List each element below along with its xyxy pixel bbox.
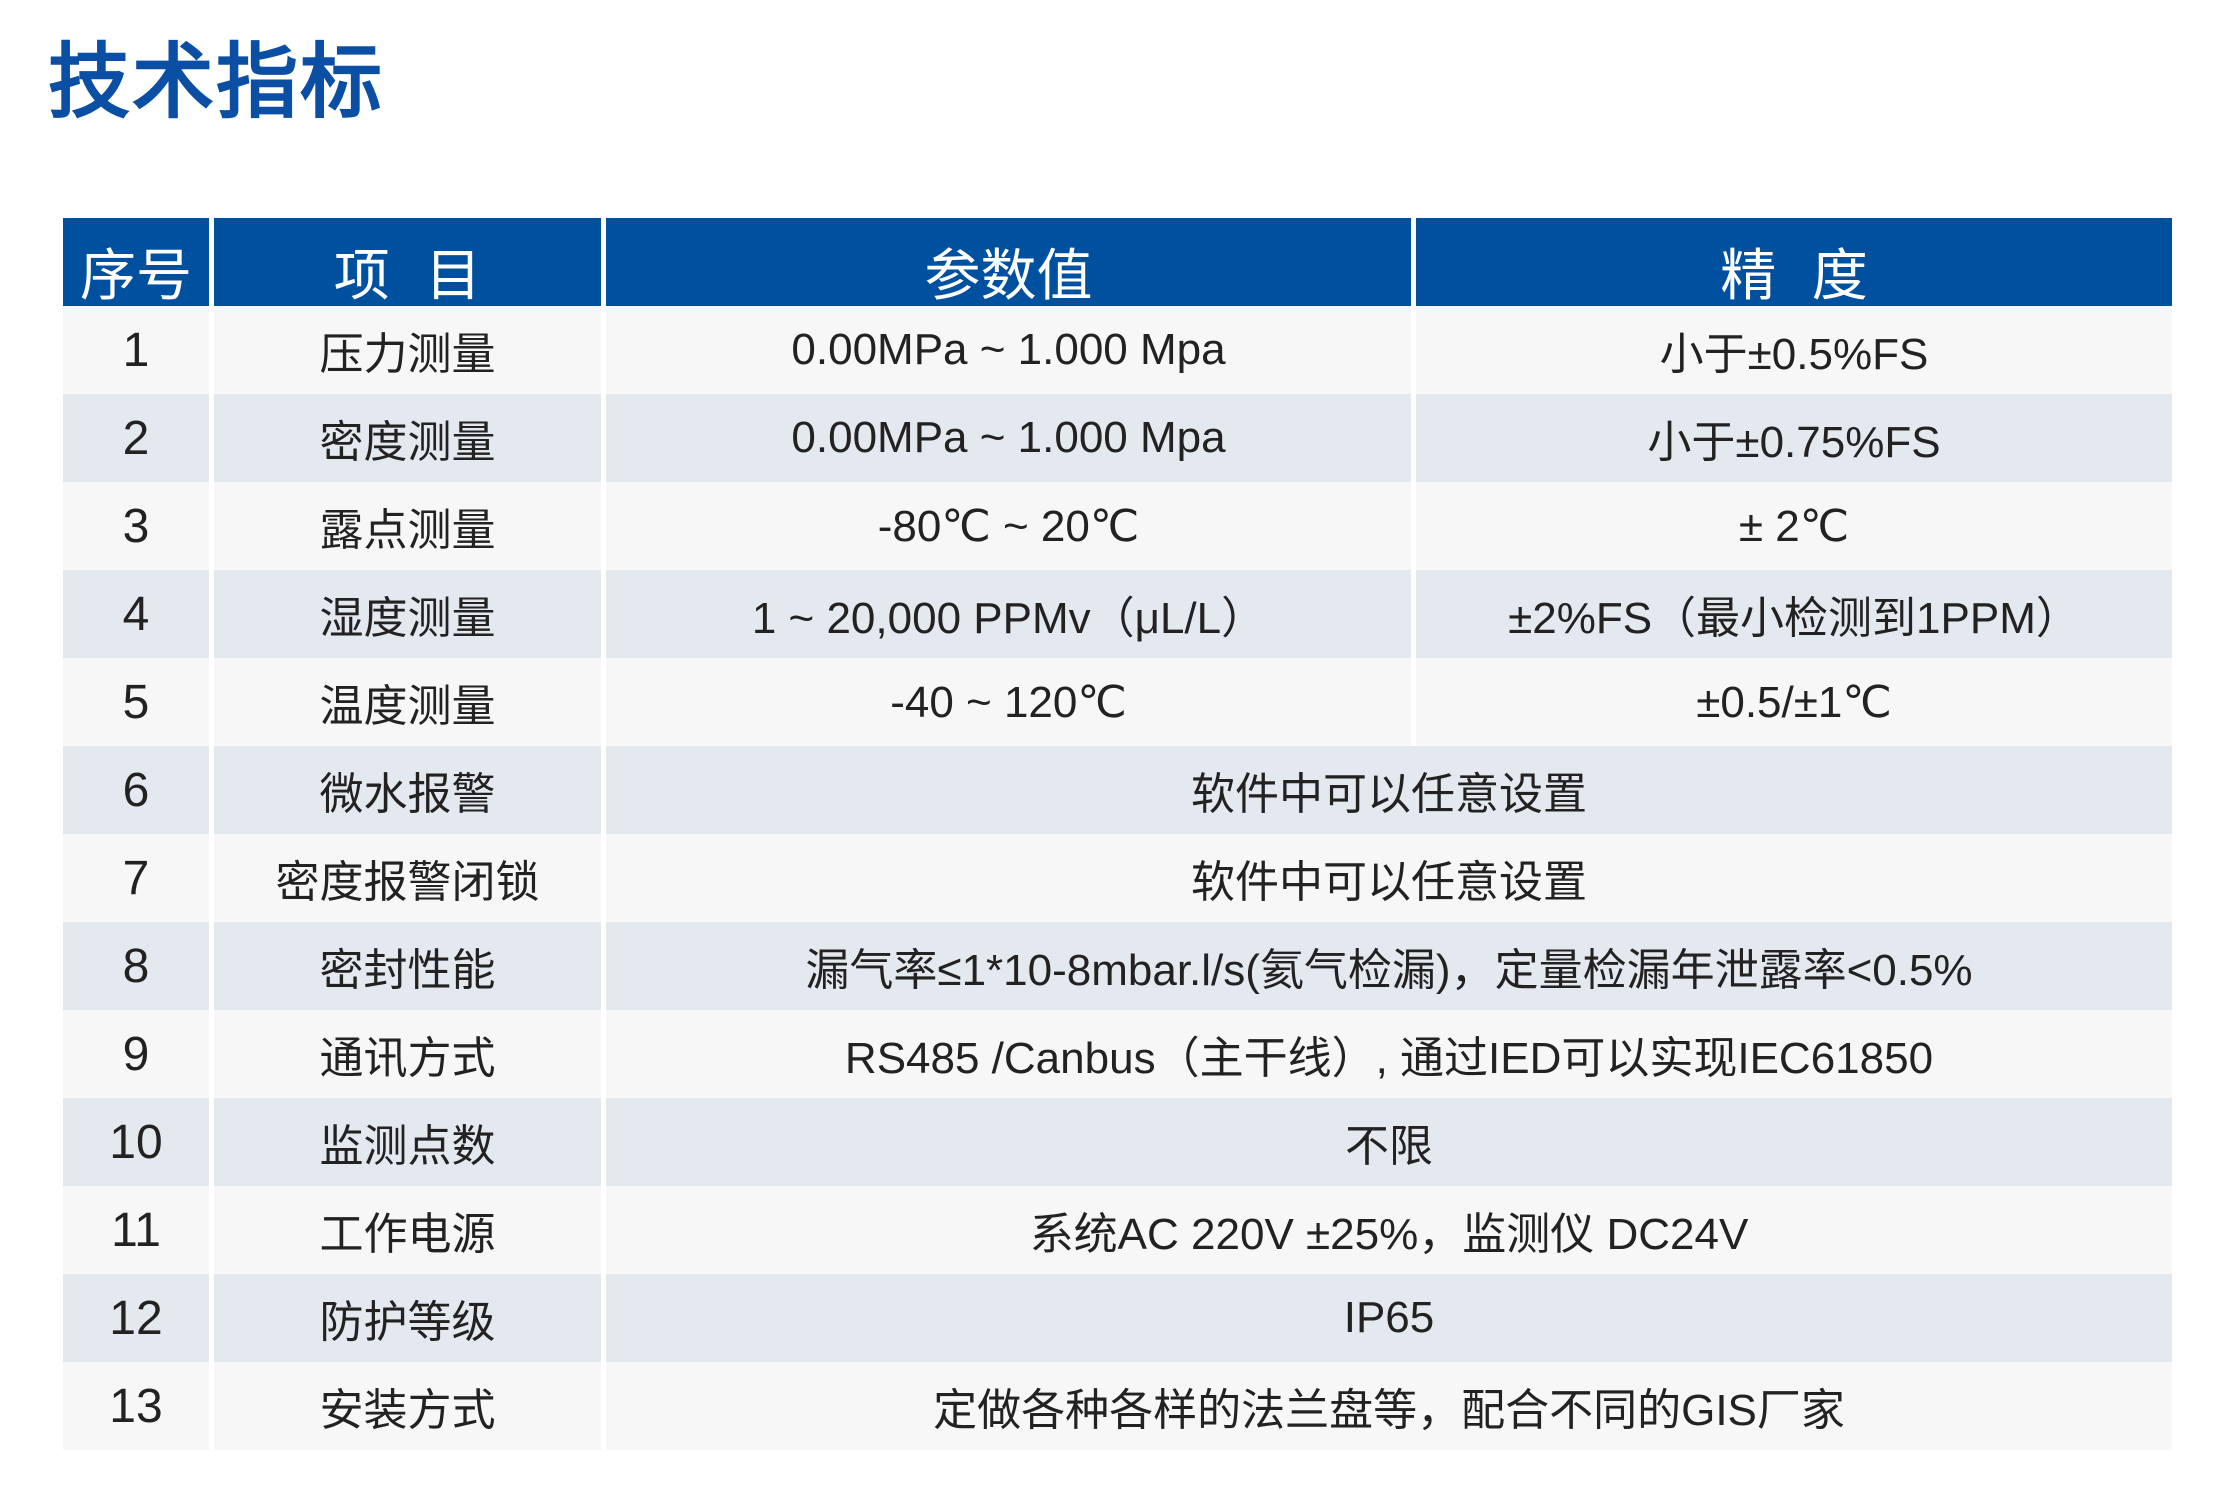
row-number: 2 (63, 394, 214, 482)
row-number: 3 (63, 482, 214, 570)
row-number: 6 (63, 746, 214, 834)
row-item: 密封性能 (214, 922, 606, 1010)
row-value: 不限 (606, 1098, 2172, 1186)
row-number: 13 (63, 1362, 214, 1450)
row-item: 密度报警闭锁 (214, 834, 606, 922)
row-number: 10 (63, 1098, 214, 1186)
row-accuracy: ±2%FS（最小检测到1PPM） (1416, 570, 2172, 658)
row-number: 9 (63, 1010, 214, 1098)
row-value: RS485 /Canbus（主干线）, 通过IED可以实现IEC61850 (606, 1010, 2172, 1098)
row-value: 软件中可以任意设置 (606, 746, 2172, 834)
row-number: 1 (63, 306, 214, 394)
row-number: 8 (63, 922, 214, 1010)
row-number: 12 (63, 1274, 214, 1362)
row-value: 定做各种各样的法兰盘等，配合不同的GIS厂家 (606, 1362, 2172, 1450)
row-value: -40 ~ 120℃ (606, 658, 1416, 746)
row-item: 微水报警 (214, 746, 606, 834)
row-number: 11 (63, 1186, 214, 1274)
row-value: 系统AC 220V ±25%，监测仪 DC24V (606, 1186, 2172, 1274)
row-item: 防护等级 (214, 1274, 606, 1362)
row-item: 露点测量 (214, 482, 606, 570)
row-value: 0.00MPa ~ 1.000 Mpa (606, 306, 1416, 394)
row-value: IP65 (606, 1274, 2172, 1362)
row-value: -80℃ ~ 20℃ (606, 482, 1416, 570)
row-item: 湿度测量 (214, 570, 606, 658)
row-item: 监测点数 (214, 1098, 606, 1186)
row-item: 密度测量 (214, 394, 606, 482)
row-accuracy: ±0.5/±1℃ (1416, 658, 2172, 746)
row-value: 软件中可以任意设置 (606, 834, 2172, 922)
row-item: 压力测量 (214, 306, 606, 394)
row-value: 漏气率≤1*10-8mbar.l/s(氦气检漏)，定量检漏年泄露率<0.5% (606, 922, 2172, 1010)
page-title: 技术指标 (48, 35, 385, 130)
row-number: 7 (63, 834, 214, 922)
row-item: 工作电源 (214, 1186, 606, 1274)
row-item: 安装方式 (214, 1362, 606, 1450)
spec-table: 序号 项 目 参数值 精 度 1 压力测量 0.00MPa ~ 1.000 Mpa 小… (63, 218, 2172, 1450)
row-accuracy: ± 2℃ (1416, 482, 2172, 570)
row-item: 通讯方式 (214, 1010, 606, 1098)
row-accuracy: 小于±0.75%FS (1416, 394, 2172, 482)
row-number: 5 (63, 658, 214, 746)
row-number: 4 (63, 570, 214, 658)
row-accuracy: 小于±0.5%FS (1416, 306, 2172, 394)
row-value: 1 ~ 20,000 PPMv（μL/L） (606, 570, 1416, 658)
row-value: 0.00MPa ~ 1.000 Mpa (606, 394, 1416, 482)
row-item: 温度测量 (214, 658, 606, 746)
